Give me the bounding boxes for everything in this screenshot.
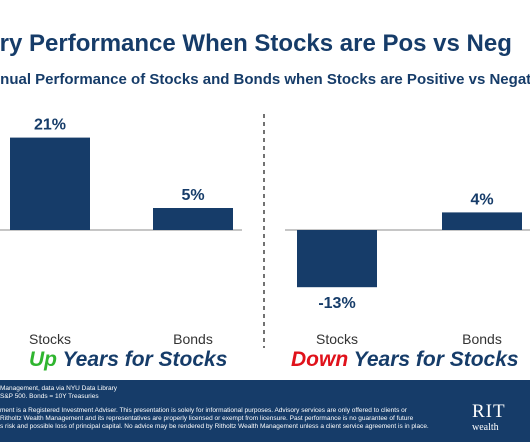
caption-up-accent: Up	[29, 348, 57, 371]
source-line: S&P 500. Bonds = 10Y Treasuries	[0, 393, 99, 400]
disclaimer-line: ment is a Registered Investment Adviser.…	[0, 407, 407, 414]
chart-title: ury Performance When Stocks are Pos vs N…	[0, 30, 512, 57]
disclaimer-line: s risk and possible loss of principal ca…	[0, 423, 429, 430]
bar	[153, 208, 233, 230]
category-label: Bonds	[173, 331, 213, 347]
data-label: 4%	[470, 191, 493, 208]
category-label: Stocks	[316, 331, 358, 347]
bar	[10, 137, 90, 230]
disclaimer-line: Ritholtz Wealth Management and its repre…	[0, 415, 414, 422]
bar-chart: 21% Stocks 5% Bonds -13% Stocks 4% Bonds	[0, 114, 530, 348]
chart-subtitle: nnual Performance of Stocks and Bonds wh…	[0, 71, 530, 88]
data-label: 5%	[181, 187, 204, 204]
data-label: -13%	[318, 295, 355, 312]
caption-down-years: Down Years for Stocks	[291, 348, 519, 372]
caption-up-rest: Years for Stocks	[57, 348, 228, 371]
logo-sub-text: wealth	[472, 422, 499, 433]
source-note: Management, data via NYU Data Library S&…	[0, 385, 117, 401]
bar	[442, 212, 522, 230]
category-label: Stocks	[29, 331, 71, 347]
logo: RIT wealth	[472, 402, 530, 434]
caption-up-years: Up Years for Stocks	[29, 348, 227, 372]
logo-main-text: RIT	[472, 401, 506, 422]
caption-down-rest: Years for Stocks	[348, 348, 519, 371]
disclaimer: ment is a Registered Investment Adviser.…	[0, 407, 429, 431]
bar	[297, 230, 377, 288]
data-label: 21%	[34, 117, 66, 134]
caption-down-accent: Down	[291, 348, 349, 371]
footer-bar: Management, data via NYU Data Library S&…	[0, 380, 530, 442]
category-label: Bonds	[462, 331, 502, 347]
source-line: Management, data via NYU Data Library	[0, 385, 118, 392]
panel-captions: Up Years for Stocks Down Years for Stock…	[0, 348, 530, 378]
